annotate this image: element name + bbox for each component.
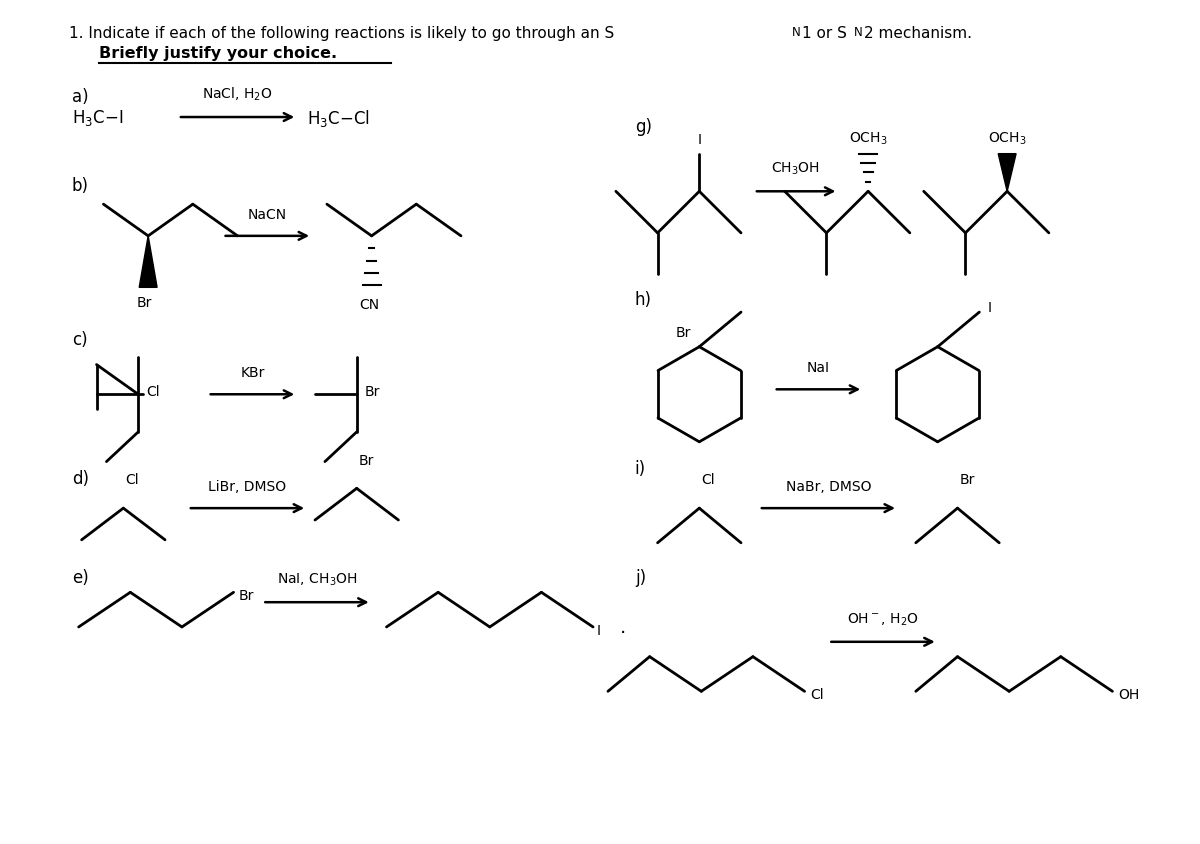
- Text: Br: Br: [239, 588, 254, 603]
- Text: I: I: [598, 623, 601, 637]
- Text: Br: Br: [365, 385, 380, 399]
- Text: NaI, CH$_3$OH: NaI, CH$_3$OH: [277, 571, 358, 587]
- Text: Br: Br: [137, 296, 152, 310]
- Text: OCH$_3$: OCH$_3$: [988, 130, 1026, 147]
- Text: OCH$_3$: OCH$_3$: [848, 130, 888, 147]
- Text: Cl: Cl: [701, 473, 715, 487]
- Text: Cl: Cl: [146, 385, 160, 399]
- Text: I: I: [697, 133, 701, 147]
- Text: Br: Br: [359, 453, 374, 467]
- Text: 1 or S: 1 or S: [802, 26, 846, 41]
- Text: NaCN: NaCN: [247, 208, 287, 222]
- Text: H$_3$C$-$Cl: H$_3$C$-$Cl: [307, 107, 370, 128]
- Text: Briefly justify your choice.: Briefly justify your choice.: [98, 46, 337, 61]
- Text: d): d): [72, 469, 89, 487]
- Text: KBr: KBr: [240, 366, 265, 380]
- Text: LiBr, DMSO: LiBr, DMSO: [209, 479, 287, 494]
- Text: OH$^-$, H$_2$O: OH$^-$, H$_2$O: [847, 611, 919, 627]
- Text: Br: Br: [676, 326, 691, 339]
- Text: .: .: [620, 618, 626, 636]
- Text: CN: CN: [360, 298, 379, 312]
- Text: 1. Indicate if each of the following reactions is likely to go through an S: 1. Indicate if each of the following rea…: [68, 26, 614, 41]
- Text: a): a): [72, 89, 89, 106]
- Text: NaBr, DMSO: NaBr, DMSO: [786, 479, 871, 494]
- Text: N: N: [792, 26, 800, 39]
- Polygon shape: [998, 154, 1016, 192]
- Text: i): i): [635, 459, 646, 477]
- Text: g): g): [635, 118, 652, 136]
- Text: e): e): [72, 568, 89, 586]
- Text: NaI: NaI: [806, 361, 830, 375]
- Text: N: N: [854, 26, 863, 39]
- Text: c): c): [72, 331, 88, 349]
- Text: h): h): [635, 291, 652, 309]
- Text: Cl: Cl: [810, 688, 824, 701]
- Text: j): j): [635, 568, 646, 586]
- Text: H$_3$C$-$I: H$_3$C$-$I: [72, 108, 124, 128]
- Text: Br: Br: [960, 473, 974, 487]
- Text: NaCl, H$_2$O: NaCl, H$_2$O: [203, 86, 272, 103]
- Polygon shape: [139, 236, 157, 288]
- Text: 2 mechanism.: 2 mechanism.: [864, 26, 972, 41]
- Text: Cl: Cl: [125, 473, 139, 487]
- Text: OH: OH: [1118, 688, 1140, 701]
- Text: CH$_3$OH: CH$_3$OH: [772, 161, 820, 177]
- Text: I: I: [988, 300, 991, 315]
- Text: b): b): [72, 177, 89, 195]
